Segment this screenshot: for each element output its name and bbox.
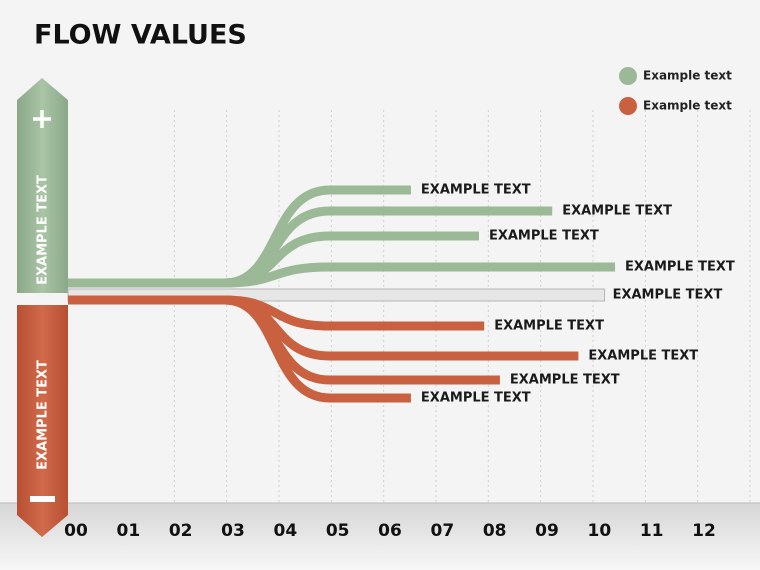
chart-title: FLOW VALUES bbox=[34, 20, 247, 51]
x-tick-label: 00 bbox=[64, 521, 88, 541]
branch-label: EXAMPLE TEXT bbox=[562, 204, 672, 219]
branch-label: EXAMPLE TEXT bbox=[421, 391, 531, 406]
branch-label: EXAMPLE TEXT bbox=[494, 319, 604, 334]
legend-marker bbox=[619, 67, 637, 85]
x-tick-label: 08 bbox=[483, 521, 507, 541]
x-tick-label: 03 bbox=[221, 521, 245, 541]
x-tick-label: 05 bbox=[326, 521, 350, 541]
branch-label: EXAMPLE TEXT bbox=[421, 183, 531, 198]
minus-icon bbox=[30, 496, 55, 502]
minus-arrow bbox=[17, 305, 68, 537]
x-tick-label: 04 bbox=[273, 521, 297, 541]
legend-marker bbox=[619, 97, 637, 115]
axis-band bbox=[0, 503, 760, 570]
x-tick-label: 07 bbox=[430, 521, 454, 541]
x-tick-label: 02 bbox=[169, 521, 193, 541]
flow-branch bbox=[68, 262, 616, 288]
legend-label: Example text bbox=[643, 99, 732, 113]
x-tick-label: 10 bbox=[587, 521, 611, 541]
branch-label: EXAMPLE TEXT bbox=[625, 260, 735, 275]
branch-label: EXAMPLE TEXT bbox=[489, 229, 599, 244]
plus-arrow bbox=[17, 78, 68, 293]
x-tick-label: 11 bbox=[640, 521, 664, 541]
baseline-label: EXAMPLE TEXT bbox=[613, 288, 723, 303]
branch-label: EXAMPLE TEXT bbox=[510, 373, 620, 388]
legend-label: Example text bbox=[643, 69, 732, 83]
branch-label: EXAMPLE TEXT bbox=[588, 349, 698, 364]
x-tick-label: 12 bbox=[692, 521, 716, 541]
x-tick-label: 09 bbox=[535, 521, 559, 541]
plus-icon bbox=[33, 110, 51, 128]
side-label: EXAMPLE TEXT bbox=[36, 175, 51, 285]
side-label: EXAMPLE TEXT bbox=[36, 360, 51, 470]
flow-branch bbox=[68, 295, 411, 403]
x-tick-label: 01 bbox=[116, 521, 140, 541]
x-tick-label: 06 bbox=[378, 521, 402, 541]
